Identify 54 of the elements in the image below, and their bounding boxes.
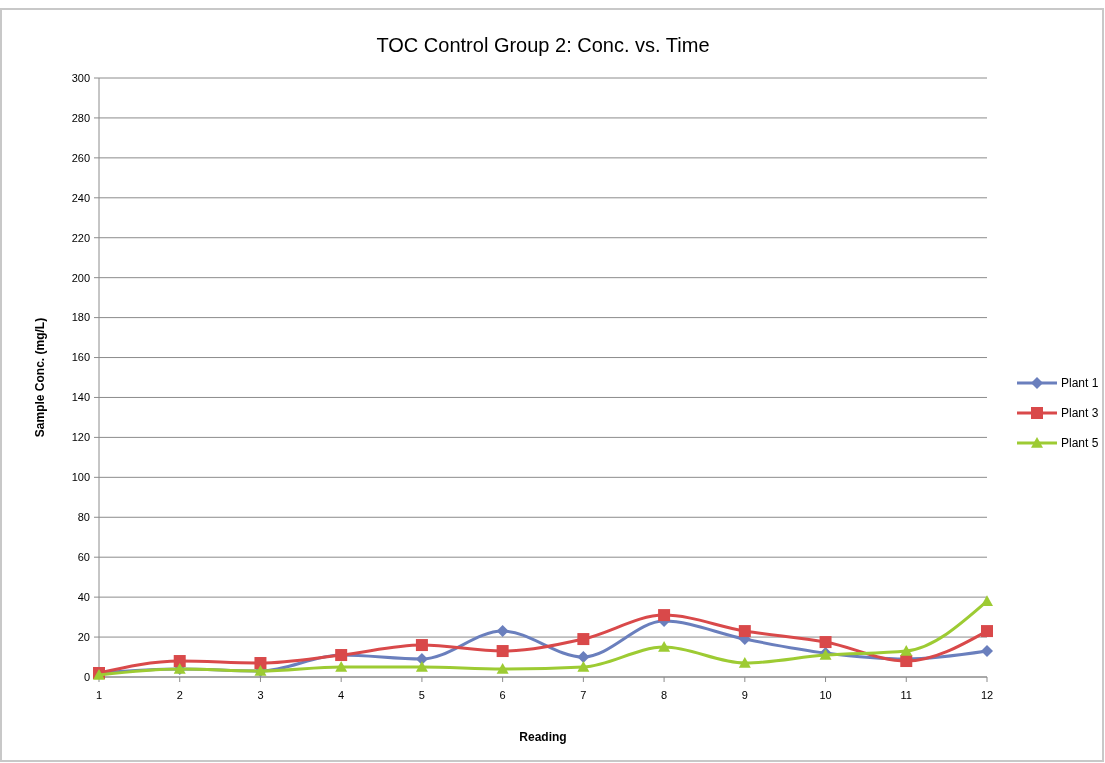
y-tick-label: 220 — [71, 231, 90, 244]
x-axis-title: Reading — [519, 730, 567, 744]
y-tick-label: 280 — [71, 111, 90, 124]
y-tick-label: 0 — [83, 670, 90, 683]
y-tick-label: 20 — [77, 630, 90, 643]
y-tick-label: 120 — [71, 431, 90, 444]
point — [335, 661, 348, 672]
y-tick-label: 300 — [71, 71, 90, 84]
x-tick-label: 7 — [580, 689, 587, 701]
chart-title: TOC Control Group 2: Conc. vs. Time — [376, 34, 710, 56]
point — [981, 595, 993, 606]
point — [577, 661, 590, 672]
y-tick-label: 260 — [71, 151, 90, 164]
point — [173, 655, 186, 668]
point — [577, 651, 590, 664]
x-tick-label: 12 — [980, 689, 994, 701]
x-tick-label: 10 — [819, 689, 832, 701]
point — [577, 633, 590, 646]
y-tick-label: 140 — [71, 391, 90, 404]
y-tick-label: 60 — [77, 551, 90, 564]
point — [496, 663, 509, 674]
point — [658, 641, 671, 652]
y-tick-label: 100 — [71, 471, 90, 484]
y-tick-label: 180 — [71, 311, 90, 324]
point — [981, 645, 993, 658]
x-tick-label: 2 — [176, 689, 183, 701]
legend-label: Plant 5 — [1061, 436, 1099, 451]
y-tick-label: 40 — [77, 590, 90, 603]
x-tick-label: 8 — [661, 689, 668, 701]
x-tick-label: 5 — [418, 689, 425, 701]
point — [738, 625, 751, 638]
y-tick-label: 80 — [77, 511, 90, 524]
y-axis-title: Sample Conc. (mg/L) — [33, 317, 47, 438]
x-tick-label: 11 — [900, 689, 912, 701]
legend-label: Plant 3 — [1061, 406, 1099, 421]
x-tick-label: 9 — [741, 689, 748, 701]
legend-label: Plant 1 — [1061, 376, 1099, 391]
x-tick-label: 1 — [95, 689, 103, 701]
x-tick-label: 6 — [499, 689, 506, 701]
point — [900, 645, 913, 656]
point — [415, 639, 428, 652]
point — [254, 657, 267, 670]
point — [415, 661, 428, 672]
y-tick-label: 200 — [71, 271, 90, 284]
y-tick-label: 160 — [71, 351, 90, 364]
y-tick-label: 240 — [71, 191, 90, 204]
point — [981, 625, 993, 638]
point — [496, 625, 509, 638]
point — [496, 645, 509, 658]
x-tick-label: 4 — [338, 689, 345, 701]
point — [658, 609, 671, 622]
x-tick-label: 3 — [257, 689, 264, 701]
point — [819, 636, 832, 649]
point — [738, 657, 751, 668]
